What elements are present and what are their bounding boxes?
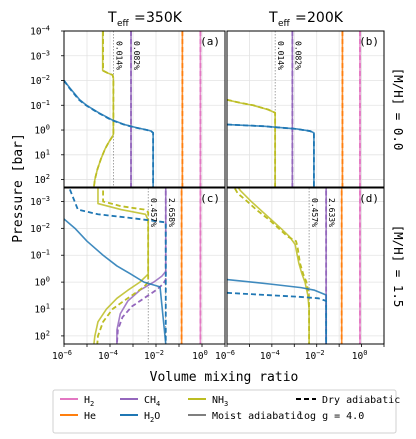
series-h2o-moist — [64, 218, 167, 344]
x-tick-label: 10−6 — [52, 349, 72, 362]
panel-d-series — [227, 188, 361, 344]
panel-c-series — [64, 188, 202, 344]
y-tick-label: 102 — [34, 329, 50, 342]
series-nh3-moist — [93, 188, 149, 344]
panel-c: 0.457% 2.658% (c) 10−6 10−4 10−2 100 10−3 10−2 10… — [30, 187, 226, 362]
panel-a: 0.014% 0.082% (a) 10−4 10−3 10−2 10−1 100 101 102 — [30, 25, 226, 190]
value-label: 0.457% — [149, 198, 158, 227]
panel-c-frame — [63, 187, 226, 345]
legend-frame — [52, 389, 397, 434]
series-nh3-dry — [233, 188, 310, 344]
x-axis-title: Volume mixing ratio — [150, 370, 299, 385]
panel-d-background — [227, 188, 384, 344]
panel-b-series — [227, 31, 361, 187]
legend-label: CH4 — [144, 395, 160, 408]
panel-d-grid — [227, 188, 384, 344]
svg-text:eff: eff — [278, 19, 291, 29]
value-label: 0.014% — [114, 41, 123, 70]
value-label: 0.082% — [132, 41, 141, 70]
series-h2o-moist — [64, 80, 154, 187]
y-tick-label: 10−3 — [30, 49, 50, 62]
x-tick-label: 10−2 — [305, 349, 325, 362]
legend-label-dry: Dry adiabatic — [322, 395, 400, 406]
panel-d-frame — [226, 187, 385, 345]
column-title-right: T eff = 200K — [268, 10, 344, 29]
series-nh3-moist — [93, 31, 115, 187]
x-tick-label: 10−4 — [260, 349, 280, 362]
y-tick-label: 10−2 — [30, 222, 50, 235]
panel-b: 0.014% 0.082% (b) — [226, 30, 385, 190]
panel-b-frame — [226, 30, 385, 188]
series-ch4-dry — [116, 188, 167, 344]
value-label: 0.082% — [293, 41, 302, 70]
y-tick-label: 10−1 — [30, 249, 50, 262]
y-tick-label: 10−2 — [30, 74, 50, 87]
panel-a-label: (a) — [200, 35, 220, 48]
y-axis-title: Pressure [bar] — [11, 133, 26, 243]
series-h2o-moist — [227, 123, 315, 187]
panel-a-background — [64, 31, 225, 187]
y-tick-label: 100 — [34, 276, 50, 289]
row-label-bottom: [M/H] = 1.5 — [391, 225, 406, 308]
x-tick-label: 10−6 — [215, 349, 235, 362]
panel-b-background — [227, 31, 384, 187]
x-tick-label: 100 — [192, 349, 208, 362]
series-nh3-moist — [227, 99, 276, 187]
y-tick-label: 102 — [34, 173, 50, 186]
x-tick-label: 10−2 — [144, 349, 164, 362]
row-label-top: [M/H] = 0.0 — [391, 68, 406, 151]
value-label: 2.658% — [167, 198, 176, 227]
column-title-left-value: 350K — [146, 10, 183, 26]
y-tick-label: 101 — [34, 148, 50, 161]
panel-d: 0.457% 2.633% (d) 10−6 10−4 10−2 100 — [215, 187, 385, 362]
svg-text:T: T — [268, 10, 278, 26]
svg-text:=: = — [134, 10, 146, 26]
legend-note-logg: log g = 4.0 — [298, 411, 364, 422]
x-tick-label: 10−4 — [98, 349, 118, 362]
panel-a-frame — [63, 30, 226, 188]
legend-label: Moist adiabatic — [212, 411, 302, 422]
column-title-left: T eff = 350K — [107, 10, 183, 29]
series-nh3-dry — [96, 188, 150, 344]
legend-label: H2O — [144, 411, 160, 424]
svg-text:eff: eff — [117, 19, 130, 29]
legend-label: NH3 — [212, 395, 228, 408]
legend: H2 He CH4 H2O NH3 Moist adiabatic Dry adiabati… — [52, 389, 400, 434]
y-tick-label: 10−1 — [30, 99, 50, 112]
y-tick-label: 101 — [34, 303, 50, 316]
svg-text:T: T — [107, 10, 117, 26]
panel-a-series — [64, 31, 202, 187]
series-nh3-moist — [237, 188, 310, 344]
value-label: 2.633% — [327, 198, 336, 227]
panel-c-grid — [64, 188, 225, 344]
value-label: 0.014% — [276, 41, 285, 70]
panel-b-grid — [227, 31, 384, 187]
column-title-right-value: 200K — [307, 10, 344, 26]
series-h2o-dry — [68, 188, 167, 344]
panel-b-label: (b) — [359, 35, 379, 48]
svg-text:=: = — [295, 10, 307, 26]
series-h2o-moist — [227, 278, 327, 344]
y-tick-label: 100 — [34, 124, 50, 137]
value-label: 0.457% — [310, 198, 319, 227]
y-tick-label: 10−4 — [30, 25, 50, 38]
legend-label: H2 — [84, 395, 94, 408]
panel-c-label: (c) — [200, 192, 220, 205]
y-tick-label: 10−3 — [30, 195, 50, 208]
panel-d-label: (d) — [359, 192, 379, 205]
x-tick-label: 100 — [352, 349, 368, 362]
legend-label: He — [84, 411, 96, 422]
